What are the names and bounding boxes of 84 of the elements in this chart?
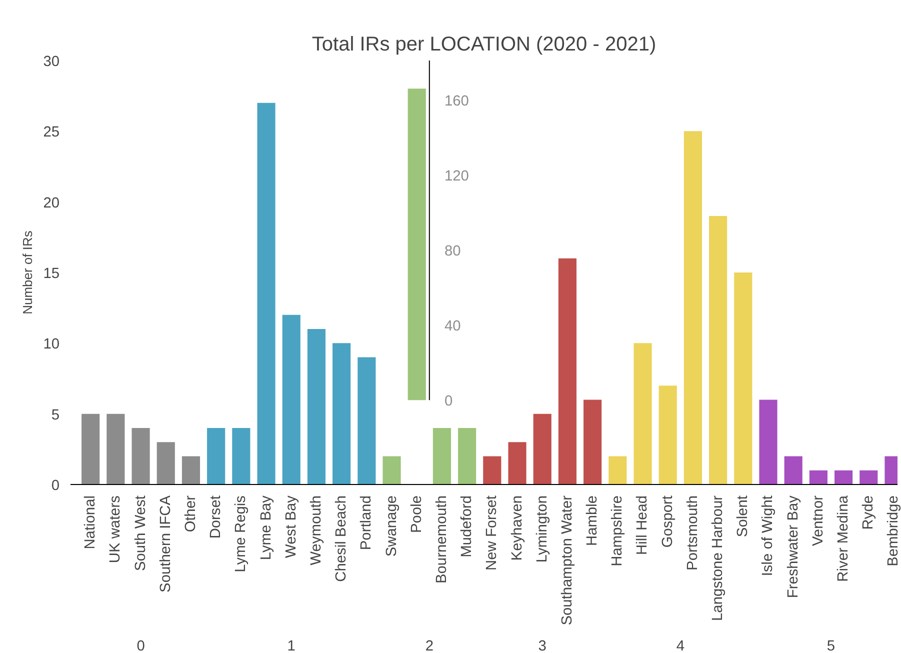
bar <box>82 414 100 484</box>
x-tick-label: Swanage <box>384 495 400 557</box>
y-tick-label: 0 <box>51 478 60 494</box>
x-tick-label: Keyhaven <box>509 496 526 561</box>
x-tick-label: Langstone Harbour <box>710 495 726 621</box>
bar <box>608 456 627 484</box>
bar <box>432 428 451 484</box>
x-tick-label: Ryde <box>860 495 877 530</box>
x-tick-label: Bembridge <box>886 495 901 566</box>
x-tick-label: Isle of Wight <box>760 495 776 576</box>
bar <box>533 414 552 484</box>
x-tick-label: Chesil Beach <box>334 495 350 582</box>
x-tick-label: New Forset <box>484 495 500 570</box>
x-tick-label: Lyme Bay <box>258 494 274 560</box>
bar <box>282 314 300 484</box>
bar <box>307 329 326 484</box>
bar <box>156 442 175 484</box>
x-tick-label: UK waters <box>108 495 124 564</box>
x-tick-label: Solent <box>735 495 752 538</box>
text: 5 <box>826 638 836 653</box>
bar <box>684 131 702 484</box>
x-tick-label: Gosport <box>660 495 676 548</box>
x-tick-label: Poole <box>408 495 425 533</box>
x-tick-label: Southampton Water <box>559 495 576 626</box>
bar <box>658 386 677 484</box>
y2-tick-label: 40 <box>444 318 461 335</box>
bar <box>332 343 351 484</box>
chart-title: Total IRs per LOCATION (2020 - 2021) <box>312 34 656 56</box>
x-tick-label: Bournemouth <box>434 495 450 584</box>
text: 0 <box>136 638 145 653</box>
x-tick-label: Other <box>182 495 199 532</box>
x-tick-label: Hamble <box>584 495 601 546</box>
bar <box>508 442 526 484</box>
x-tick-label: Southern IFCA <box>158 495 174 592</box>
y-tick-label: 30 <box>43 54 60 70</box>
x-tick-label: Lymington <box>534 496 550 563</box>
x-tick-label: Hampshire <box>610 495 626 566</box>
bar <box>558 258 576 484</box>
text: 3 <box>538 638 546 653</box>
bar <box>382 456 401 484</box>
bar <box>584 400 602 484</box>
x-tick-label: Weymouth <box>308 495 324 566</box>
bar <box>860 470 878 484</box>
text: 1 <box>287 638 296 653</box>
y2-tick-label: 80 <box>444 243 461 260</box>
x-tick-label: River Medina <box>836 494 852 582</box>
x-tick-label: Lyme Regis <box>233 495 250 572</box>
bar <box>358 357 376 484</box>
x-tick-label: Ventnor <box>810 495 826 546</box>
y-tick-label: 10 <box>43 336 60 353</box>
bar <box>809 470 828 484</box>
y-tick-label: 25 <box>43 124 60 141</box>
bar <box>458 428 476 484</box>
bar <box>106 414 125 484</box>
bar <box>232 428 250 484</box>
y-tick-label: 20 <box>43 195 60 212</box>
y2-tick-label: 0 <box>444 394 453 410</box>
bar <box>182 456 200 484</box>
x-tick-label: South West <box>132 495 149 571</box>
bar <box>734 272 752 484</box>
x-tick-label: Freshwater Bay <box>785 494 802 598</box>
bar <box>784 456 802 484</box>
x-tick-label: Dorset <box>208 495 224 539</box>
bar <box>132 428 150 484</box>
bar <box>759 400 778 484</box>
x-tick-label: Portsmouth <box>684 495 701 570</box>
x-tick-label: West Bay <box>283 494 300 558</box>
bar <box>483 456 502 484</box>
bar <box>207 428 226 484</box>
bar <box>834 470 853 484</box>
bar <box>634 343 652 484</box>
bar <box>257 102 276 484</box>
y2-tick-label: 160 <box>444 93 469 110</box>
y-tick-label: 15 <box>43 266 60 282</box>
y-tick-label: 5 <box>51 407 60 424</box>
x-tick-label: Mudeford <box>459 495 476 558</box>
y2-tick-label: 120 <box>444 168 469 184</box>
x-tick-label: National <box>82 495 99 550</box>
y-axis-title: Number of IRs <box>20 230 36 314</box>
x-tick-label: Hill Head <box>634 495 651 555</box>
x-tick-label: Portland <box>358 495 375 550</box>
text: 4 <box>676 638 684 653</box>
text: 2 <box>425 638 434 653</box>
bar <box>709 216 728 484</box>
